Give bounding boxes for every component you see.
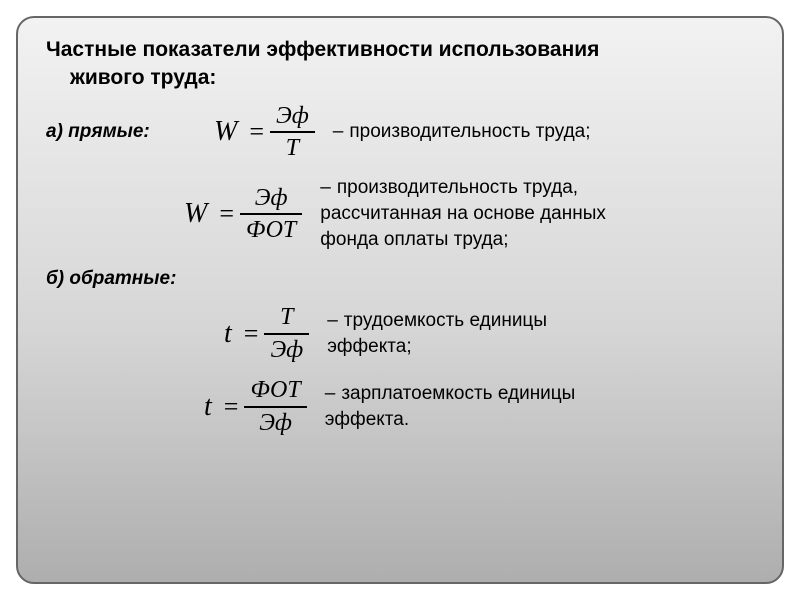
formula-1: W = Эф Т	[214, 103, 315, 162]
f2-lhs: W	[184, 198, 207, 230]
f2-den: ФОТ	[240, 217, 302, 243]
f2-frac: Эф ФОТ	[240, 185, 302, 244]
f1-bar	[270, 131, 315, 133]
f2-desc: –производительность труда, рассчитанная …	[320, 175, 606, 252]
f3-eq: =	[244, 319, 259, 349]
formula-4: t = ФОТ Эф	[204, 377, 307, 436]
f4-den: Эф	[253, 410, 298, 436]
f3-frac: Т Эф	[264, 304, 309, 363]
row-inverse-2: t = ФОТ Эф –зарплатоемкость единицы эффе…	[186, 377, 754, 436]
f2-bar	[240, 213, 302, 215]
f4-bar	[244, 406, 306, 408]
f2-desc-l2: рассчитанная на основе данных	[320, 203, 606, 224]
f3-desc-l1: трудоемкость единицы	[344, 310, 547, 331]
f1-eq: =	[249, 117, 264, 147]
formula-2: W = Эф ФОТ	[184, 185, 302, 244]
row-inverse-1: t = Т Эф –трудоемкость единицы эффекта;	[206, 304, 754, 363]
f3-desc: –трудоемкость единицы эффекта;	[327, 308, 547, 359]
f4-desc-l2: эффекта.	[325, 409, 409, 430]
f3-bar	[264, 333, 309, 335]
f2-eq: =	[219, 199, 234, 229]
f3-lhs: t	[224, 318, 232, 350]
row-direct-1: а) прямые: W = Эф Т –производительность …	[46, 103, 754, 162]
f4-desc-l1: зарплатоемкость единицы	[341, 383, 575, 404]
dash-2: –	[320, 177, 331, 198]
row-direct-2: W = Эф ФОТ –производительность труда, ра…	[166, 175, 754, 252]
f4-frac: ФОТ Эф	[244, 377, 306, 436]
dash-4: –	[325, 383, 336, 404]
slide: Частные показатели эффективности использ…	[0, 0, 800, 600]
f1-den: Т	[280, 135, 305, 161]
section-b-label: б) обратные:	[46, 268, 754, 290]
f1-lhs: W	[214, 116, 237, 148]
f2-desc-l1: производительность труда,	[337, 177, 578, 198]
slide-title: Частные показатели эффективности использ…	[46, 36, 754, 93]
f3-num: Т	[274, 304, 299, 330]
title-line-1: Частные показатели эффективности использ…	[46, 38, 599, 61]
f3-desc-l2: эффекта;	[327, 336, 411, 357]
f2-num: Эф	[249, 185, 294, 211]
f4-num: ФОТ	[244, 377, 306, 403]
f4-lhs: t	[204, 391, 212, 423]
content-card: Частные показатели эффективности использ…	[16, 16, 784, 584]
dash-3: –	[327, 310, 338, 331]
f1-desc: –производительность труда;	[333, 119, 591, 145]
title-line-2: живого труда:	[70, 64, 754, 92]
f1-num: Эф	[270, 103, 315, 129]
f2-desc-l3: фонда оплаты труда;	[320, 229, 508, 250]
f1-frac: Эф Т	[270, 103, 315, 162]
section-a-label: а) прямые:	[46, 121, 196, 143]
f3-den: Эф	[264, 337, 309, 363]
f4-eq: =	[224, 392, 239, 422]
f4-desc: –зарплатоемкость единицы эффекта.	[325, 381, 576, 432]
f1-desc-text: производительность труда;	[349, 121, 590, 142]
dash-1: –	[333, 121, 344, 142]
formula-3: t = Т Эф	[224, 304, 309, 363]
